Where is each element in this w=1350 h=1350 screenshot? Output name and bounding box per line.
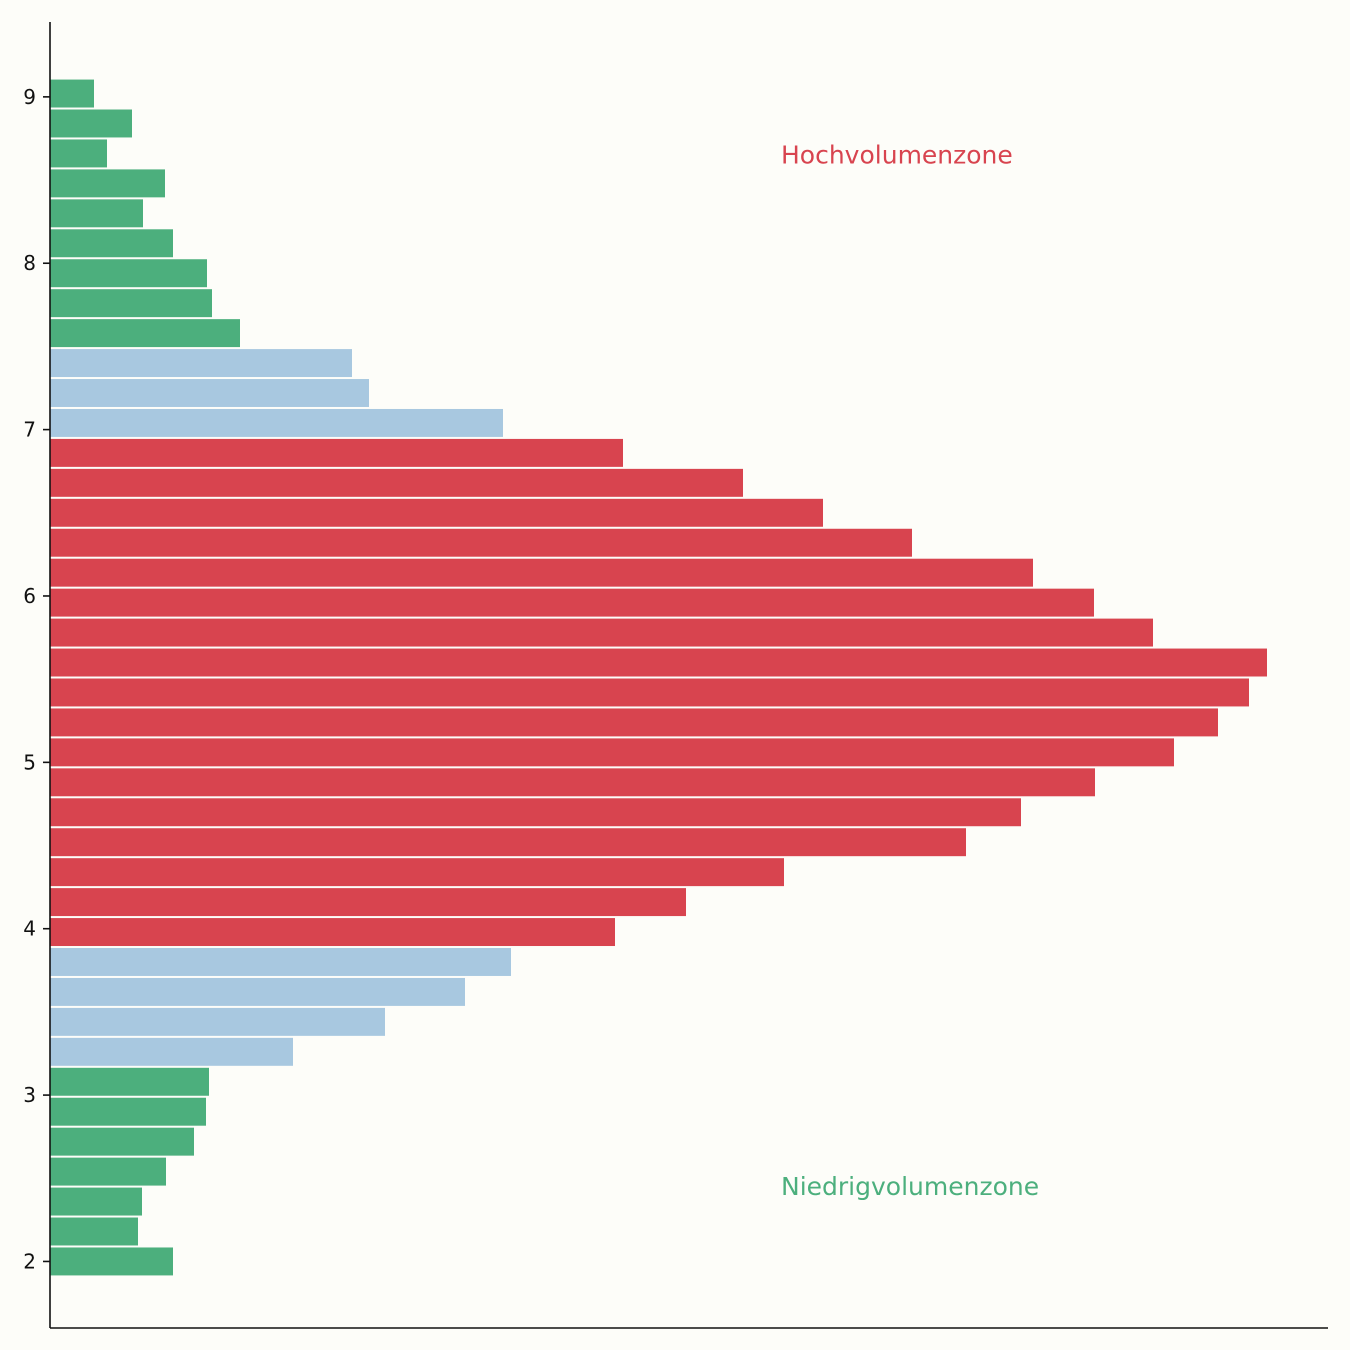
volume-bar-24 <box>50 528 912 557</box>
y-tick-label-7: 7 <box>23 418 36 442</box>
volume-bar-39 <box>50 79 94 108</box>
volume-bar-0 <box>50 1247 173 1276</box>
volume-bar-14 <box>50 828 966 857</box>
volume-bar-9 <box>50 977 465 1006</box>
y-tick-label-9: 9 <box>23 85 36 109</box>
volume-bar-21 <box>50 618 1153 647</box>
volume-bar-3 <box>50 1157 166 1186</box>
volume-bar-20 <box>50 648 1267 677</box>
volume-bar-30 <box>50 349 352 378</box>
volume-bar-35 <box>50 199 143 228</box>
volume-bar-23 <box>50 558 1033 587</box>
volume-bar-19 <box>50 678 1249 707</box>
bars-layer <box>50 79 1267 1276</box>
volume-bar-26 <box>50 468 743 497</box>
volume-bar-17 <box>50 738 1174 767</box>
annotation-high-zone: Hochvolumenzone <box>781 141 1013 170</box>
volume-bar-31 <box>50 319 240 348</box>
volume-bar-25 <box>50 498 823 527</box>
volume-bar-11 <box>50 918 615 947</box>
volume-bar-37 <box>50 139 107 168</box>
volume-bar-15 <box>50 798 1021 827</box>
y-tick-label-5: 5 <box>23 750 36 774</box>
volume-bar-36 <box>50 169 165 198</box>
volume-bar-34 <box>50 229 173 258</box>
volume-bar-28 <box>50 408 503 437</box>
volume-bar-38 <box>50 109 132 138</box>
annotations: Hochvolumenzone Niedrigvolumenzone <box>781 141 1039 1201</box>
volume-bar-13 <box>50 858 784 887</box>
volume-bar-10 <box>50 948 511 976</box>
volume-bar-29 <box>50 379 369 407</box>
volume-bar-6 <box>50 1067 209 1096</box>
volume-bar-22 <box>50 588 1094 617</box>
annotation-low-zone: Niedrigvolumenzone <box>781 1172 1039 1201</box>
volume-bar-5 <box>50 1097 206 1126</box>
y-tick-label-4: 4 <box>23 917 36 941</box>
volume-bar-18 <box>50 708 1218 737</box>
volume-bar-16 <box>50 768 1095 797</box>
volume-bar-8 <box>50 1007 385 1036</box>
volume-bar-4 <box>50 1127 194 1156</box>
y-tick-label-2: 2 <box>23 1249 36 1273</box>
volume-bar-27 <box>50 438 623 467</box>
volume-bar-1 <box>50 1217 138 1246</box>
volume-bar-2 <box>50 1187 142 1216</box>
y-tick-label-3: 3 <box>23 1083 36 1107</box>
axis-layer <box>49 22 1328 1329</box>
y-tick-label-6: 6 <box>23 584 36 608</box>
volume-bar-32 <box>50 289 212 318</box>
y-ticks: 2 3 4 5 6 7 8 9 <box>23 85 50 1273</box>
volume-bar-33 <box>50 259 207 288</box>
volume-bar-12 <box>50 888 686 917</box>
y-tick-label-8: 8 <box>23 251 36 275</box>
volume-bar-7 <box>50 1037 293 1066</box>
